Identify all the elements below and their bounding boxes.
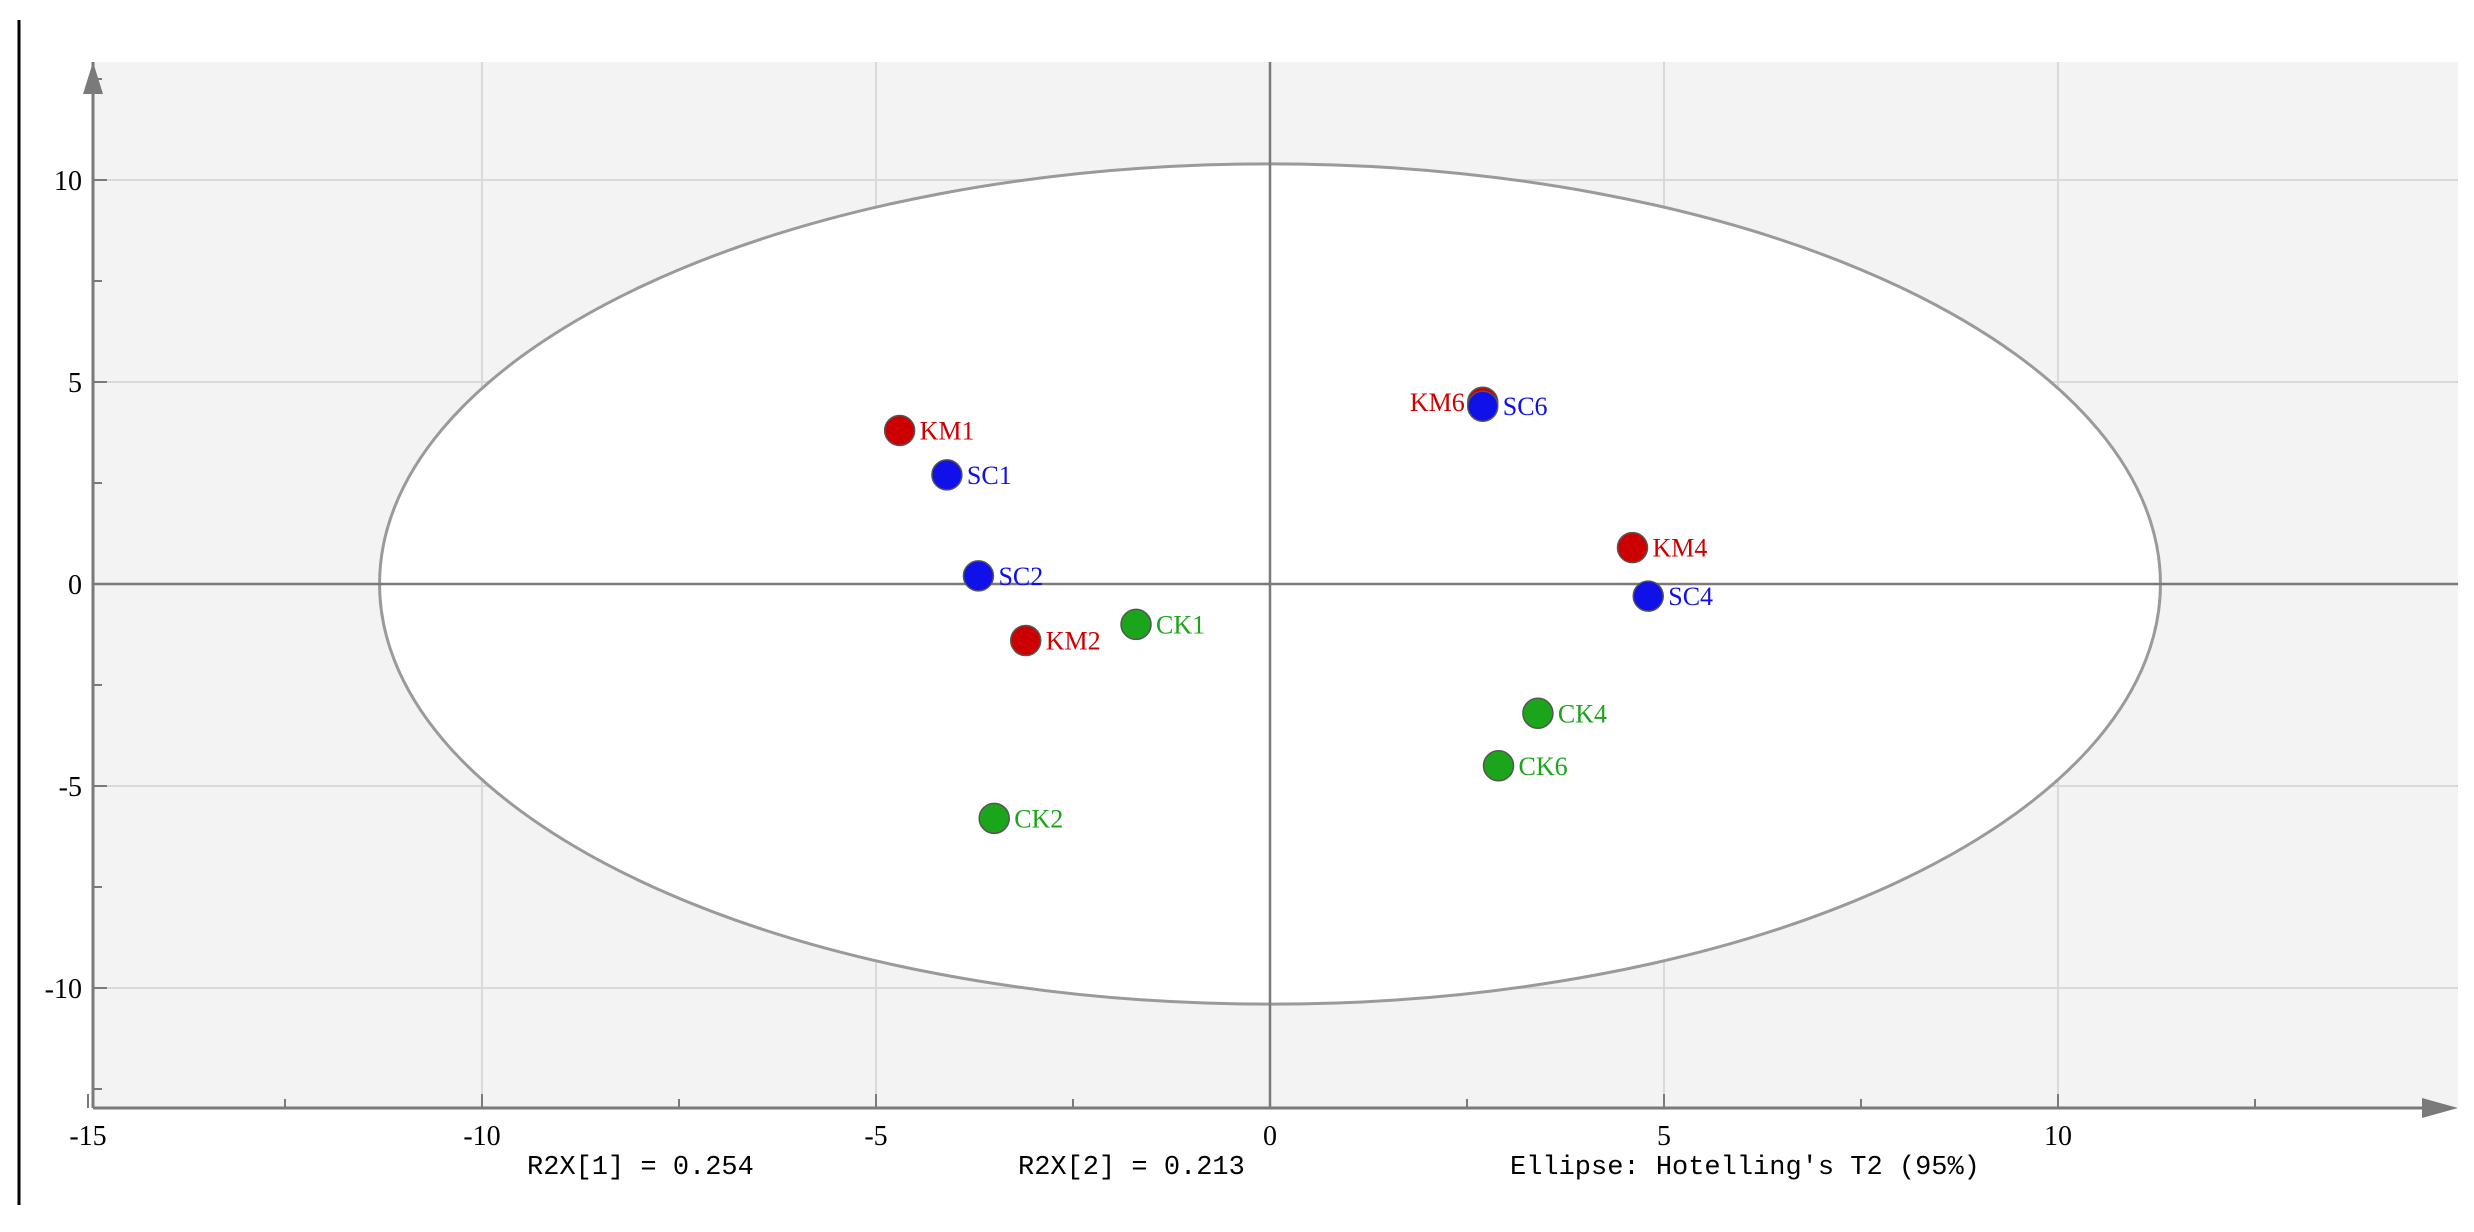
data-point-sc6 xyxy=(1467,390,1499,422)
x-tick-label: -15 xyxy=(69,1121,106,1152)
data-label-km6: KM6 xyxy=(1410,388,1465,417)
data-point-sc1 xyxy=(931,459,963,491)
data-point-ck1 xyxy=(1120,608,1152,641)
x-tick-label: 5 xyxy=(1657,1121,1671,1152)
data-point-ck6 xyxy=(1482,750,1515,782)
data-point-km1 xyxy=(883,414,916,447)
x-tick-label: 0 xyxy=(1263,1121,1277,1152)
data-label-km1: KM1 xyxy=(920,416,975,445)
y-tick-label: 0 xyxy=(68,570,82,601)
data-label-sc1: SC1 xyxy=(967,461,1012,490)
x-tick-label: -10 xyxy=(463,1121,500,1152)
y-tick-label: 10 xyxy=(54,166,82,197)
data-label-sc4: SC4 xyxy=(1668,582,1713,611)
y-tick-label: -10 xyxy=(45,974,82,1005)
data-label-ck1: CK1 xyxy=(1156,610,1205,639)
data-label-ck6: CK6 xyxy=(1519,752,1568,781)
data-point-ck2 xyxy=(978,802,1010,835)
data-point-sc2 xyxy=(962,560,995,592)
data-label-ck4: CK4 xyxy=(1558,699,1607,728)
data-label-km4: KM4 xyxy=(1652,534,1707,563)
data-points: CK1 CK2 CK4 CK6 KM1 KM2 KM4 KM6 SC1 SC2 SC4 SC6 xyxy=(883,386,1713,835)
data-point-sc4 xyxy=(1632,580,1664,612)
data-label-sc2: SC2 xyxy=(998,562,1043,591)
data-point-km4 xyxy=(1616,531,1649,564)
data-label-sc6: SC6 xyxy=(1503,392,1548,421)
y-tick-label: 5 xyxy=(68,368,82,399)
x-tick-label: -5 xyxy=(864,1121,887,1152)
data-label-km2: KM2 xyxy=(1046,627,1101,656)
data-point-ck4 xyxy=(1522,697,1554,730)
ellipse-note-label: Ellipse: Hotelling's T2 (95%) xyxy=(1510,1153,1980,1183)
data-point-km2 xyxy=(1009,624,1042,657)
x-tick-label: 10 xyxy=(2044,1121,2072,1152)
x-axis-arrow xyxy=(2422,1098,2458,1118)
tick-labels: -15 -10 -5 0 5 10 -10 -5 0 5 10 xyxy=(45,166,2072,1152)
r2x1-label: R2X[1] = 0.254 xyxy=(527,1153,754,1183)
y-tick-label: -5 xyxy=(59,772,82,803)
axes xyxy=(83,62,2458,1118)
data-label-ck2: CK2 xyxy=(1014,804,1063,833)
r2x2-label: R2X[2] = 0.213 xyxy=(1018,1153,1245,1183)
